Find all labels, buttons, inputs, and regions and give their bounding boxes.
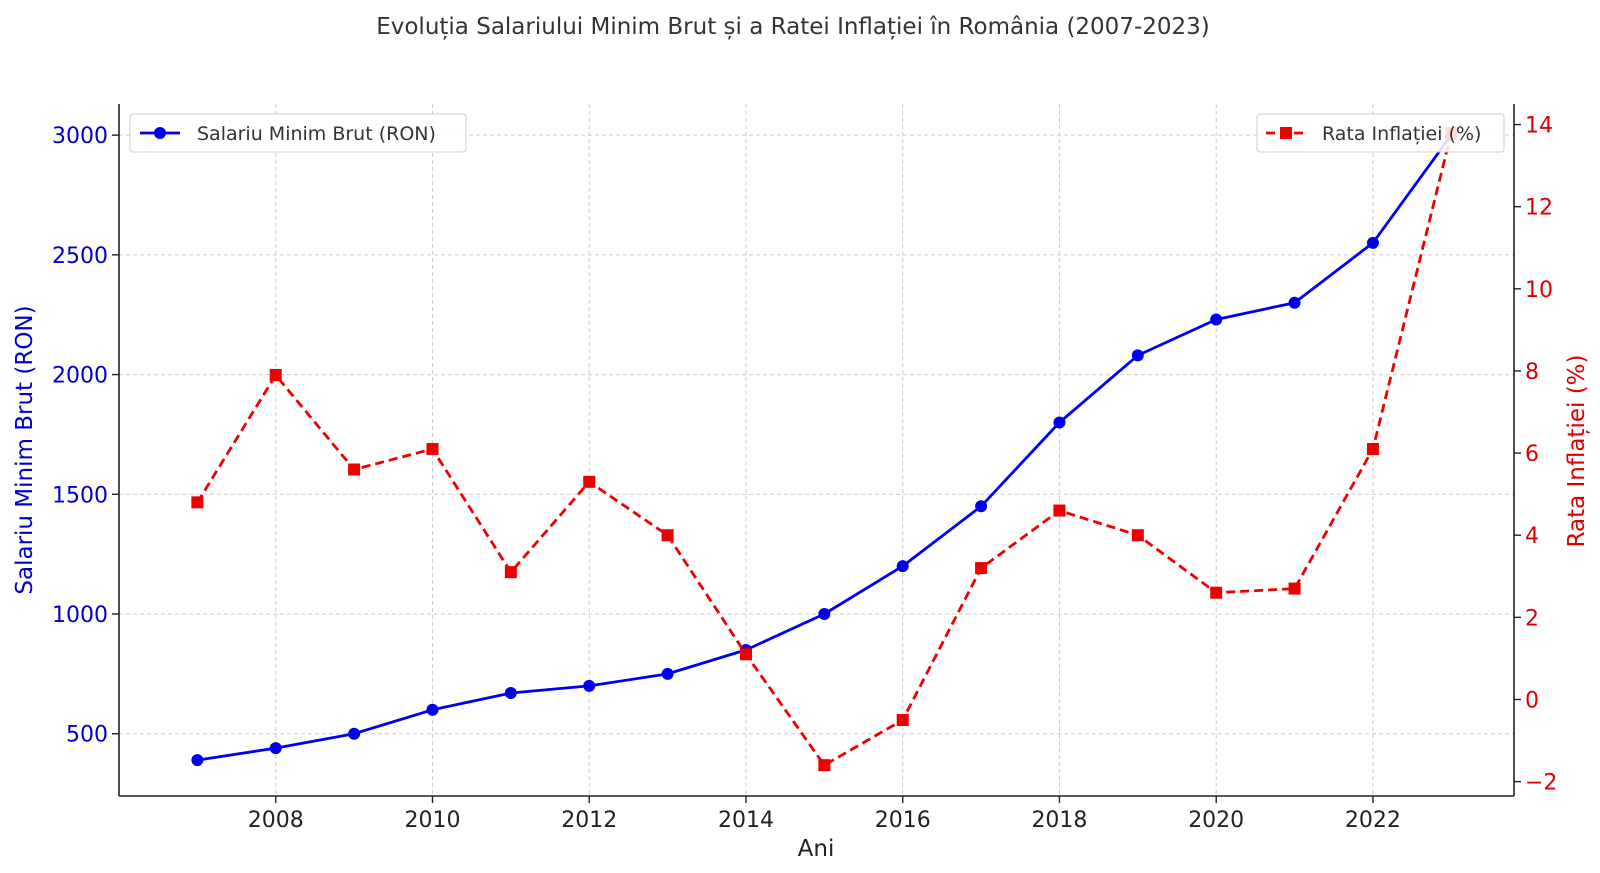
inflation-point: [583, 475, 596, 488]
y-tick-label-right: 8: [1525, 360, 1539, 385]
series-layer: [191, 126, 1458, 772]
legend-salary-label: Salariu Minim Brut (RON): [197, 123, 436, 145]
salary-point: [269, 742, 282, 755]
inflation-point: [661, 529, 674, 542]
salary-point: [348, 727, 361, 740]
salary-point: [583, 679, 596, 692]
y-tick-label-right: −2: [1525, 771, 1557, 796]
inflation-point: [896, 714, 909, 727]
salary-point: [1366, 236, 1379, 249]
y-tick-label-right: 6: [1525, 442, 1539, 467]
salary-point: [818, 608, 831, 621]
y-tick-label-left: 1000: [52, 603, 108, 628]
legend-salary-marker: [154, 127, 166, 139]
grid: [119, 104, 1514, 796]
y-tick-label-right: 2: [1525, 606, 1539, 631]
axes: [118, 104, 1515, 797]
inflation-point: [1053, 504, 1066, 517]
y-tick-label-left: 2000: [52, 364, 108, 389]
y-tick-label-left: 3000: [52, 124, 108, 149]
y-tick-label-right: 10: [1525, 278, 1553, 303]
salary-point: [661, 667, 674, 680]
inflation-series-line: [196, 132, 1453, 767]
salary-point: [1053, 416, 1066, 429]
x-tick-label: 2008: [248, 808, 304, 833]
salary-point: [896, 560, 909, 573]
x-tick-label: 2012: [561, 808, 617, 833]
salary-point: [1210, 313, 1223, 326]
y-axis-label-left: Salariu Minim Brut (RON): [12, 305, 38, 594]
y-tick-label-right: 4: [1525, 524, 1539, 549]
inflation-point: [426, 442, 439, 455]
x-tick-label: 2020: [1188, 808, 1244, 833]
legend-inflation-label: Rata Inflației (%): [1322, 123, 1481, 145]
chart-title: Evoluția Salariului Minim Brut și a Rate…: [376, 14, 1210, 40]
inflation-point: [975, 562, 988, 575]
inflation-point: [1288, 582, 1301, 595]
salary-point: [426, 703, 439, 716]
legend-salary-frame: [129, 113, 467, 153]
y-tick-label-left: 2500: [52, 244, 108, 269]
salary-point: [504, 687, 517, 700]
y-tick-label-left: 1500: [52, 483, 108, 508]
salary-point: [975, 500, 988, 513]
x-tick-label: 2014: [718, 808, 774, 833]
y-tick-label-right: 12: [1525, 196, 1553, 221]
inflation-point: [191, 496, 204, 509]
x-tick-label: 2022: [1345, 808, 1401, 833]
x-tick-label: 2018: [1031, 808, 1087, 833]
inflation-point: [269, 369, 282, 382]
legend-inflation-frame: [1256, 113, 1505, 153]
inflation-point: [1210, 586, 1223, 599]
inflation-point: [348, 463, 361, 476]
inflation-point: [504, 566, 517, 579]
y-tick-label-left: 500: [66, 723, 108, 748]
x-axis-label: Ani: [798, 836, 835, 862]
x-tick-label: 2016: [875, 808, 931, 833]
salary-point: [1288, 296, 1301, 309]
salary-point: [191, 754, 204, 767]
inflation-point: [739, 648, 752, 661]
y-axis-label-right: Rata Inflației (%): [1564, 355, 1590, 548]
x-tick-label: 2010: [404, 808, 460, 833]
ticks: 2008 2010 2012 2014 2016 2018 2020 202250010001…: [52, 114, 1557, 833]
legend-inflation: Rata Inflației (%): [1256, 113, 1505, 153]
legend-inflation-marker: [1280, 127, 1292, 139]
inflation-point: [1131, 529, 1144, 542]
salary-point: [1131, 349, 1144, 362]
inflation-point: [818, 759, 831, 772]
y-tick-label-right: 14: [1525, 114, 1553, 139]
inflation-point: [1366, 442, 1379, 455]
y-tick-label-right: 0: [1525, 688, 1539, 713]
salary-series-line: [197, 134, 1453, 762]
legend-salary: Salariu Minim Brut (RON): [129, 113, 467, 153]
